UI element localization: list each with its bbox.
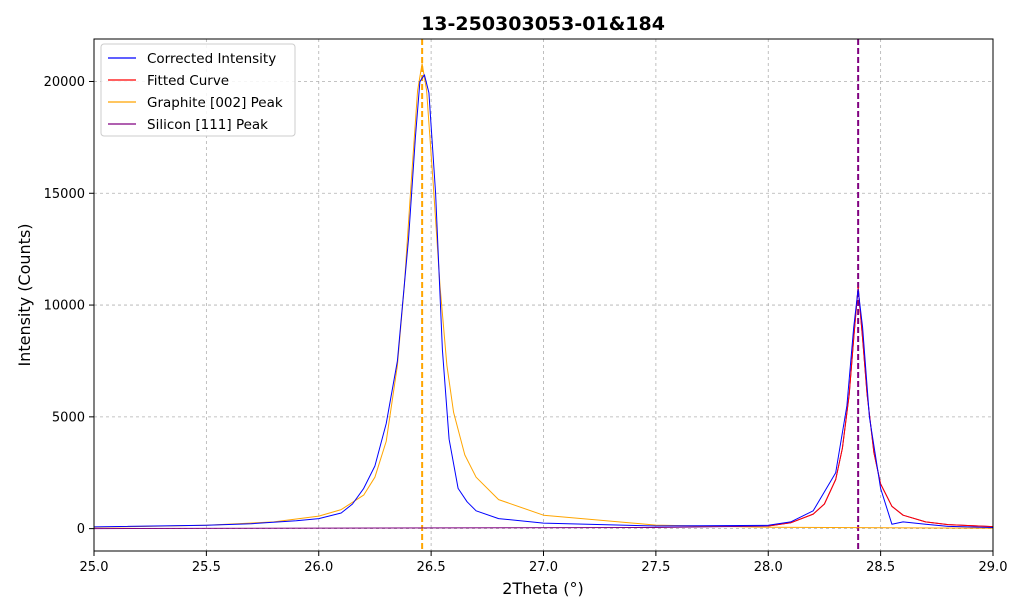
legend: Corrected Intensity Fitted Curve Graphite …: [100, 43, 296, 137]
x-tick-label: 26.0: [304, 560, 333, 575]
x-tick-label: 26.5: [417, 560, 446, 575]
reference-lines: [421, 39, 860, 551]
legend-label-silicon-111-peak: Silicon [111] Peak: [147, 117, 268, 133]
legend-label-graphite-002-peak: Graphite [002] Peak: [147, 95, 283, 111]
x-tick-label: 27.0: [529, 560, 558, 575]
y-tick-label: 15000: [44, 187, 85, 202]
y-axis-label: Intensity (Counts): [15, 223, 34, 366]
legend-label-fitted-curve: Fitted Curve: [147, 73, 229, 89]
x-tick-label: 25.5: [192, 560, 221, 575]
x-tick-label: 25.0: [80, 560, 109, 575]
y-tick-label: 20000: [44, 75, 85, 90]
y-tick-label: 5000: [52, 410, 85, 425]
y-tick-label: 0: [77, 522, 85, 537]
x-tick-label: 29.0: [979, 560, 1008, 575]
series-line-fitted-curve: [768, 286, 994, 528]
x-tick-label: 28.5: [866, 560, 895, 575]
x-axis-ticks: 25.0 25.5 26.0 26.5 27.0 27.5 28.0 28.5 29.0: [80, 551, 1008, 575]
chart-title: 13-250303053-01&184: [421, 13, 665, 35]
legend-box: [100, 43, 296, 137]
series-line-corrected-intensity: [93, 74, 994, 528]
x-tick-label: 27.5: [641, 560, 670, 575]
series-lines: [93, 63, 994, 530]
y-axis-ticks: 0 5000 10000 15000 20000: [44, 75, 94, 537]
series-line-graphite-002-peak: [93, 63, 994, 529]
legend-label-corrected-intensity: Corrected Intensity: [147, 51, 276, 67]
x-tick-label: 28.0: [754, 560, 783, 575]
x-axis-label: 2Theta (°): [502, 579, 584, 598]
y-tick-label: 10000: [44, 299, 85, 314]
